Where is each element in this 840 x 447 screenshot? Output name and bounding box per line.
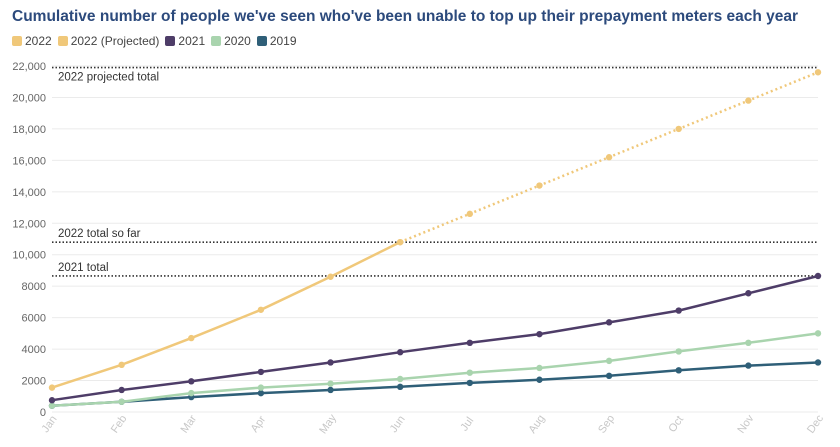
legend-swatch-2022-projected: [57, 36, 68, 46]
y-tick-label: 10,000: [12, 250, 46, 262]
series-line-2019: [51, 361, 819, 407]
y-tick-label: 8000: [22, 281, 46, 293]
y-tick-label: 12,000: [12, 218, 46, 230]
data-point: [675, 307, 682, 314]
data-point: [605, 357, 613, 365]
legend-item-2022-projected[interactable]: 2022 (Projected): [57, 34, 160, 48]
y-tick-label: 6000: [22, 313, 46, 325]
data-point: [118, 361, 125, 369]
data-point: [675, 367, 682, 374]
data-point: [745, 362, 752, 369]
data-point: [605, 372, 613, 380]
data-point: [396, 383, 404, 391]
legend-swatch-2021: [165, 36, 176, 46]
series-line-2020: [51, 332, 819, 407]
x-tick-label: Aug: [526, 413, 547, 436]
data-point: [466, 369, 474, 376]
data-point: [396, 238, 404, 246]
data-point: [396, 375, 404, 383]
data-point: [745, 339, 752, 346]
data-point: [675, 125, 682, 133]
data-point: [466, 210, 474, 218]
x-tick-label: Jun: [388, 414, 408, 435]
data-point: [257, 368, 265, 376]
legend-item-2019[interactable]: 2019: [256, 34, 297, 48]
x-tick-label: Dec: [805, 412, 826, 435]
reference-label: 2021 total: [58, 262, 109, 274]
legend-item-2020[interactable]: 2020: [211, 34, 251, 48]
legend-swatch-2022: [12, 36, 22, 46]
y-tick-label: 4000: [22, 344, 46, 356]
x-tick-label: May: [317, 412, 339, 436]
data-point: [536, 330, 543, 338]
legend-label-2020: 2020: [224, 34, 251, 48]
data-point: [536, 364, 543, 372]
x-tick-label: Oct: [666, 414, 686, 435]
data-point: [48, 402, 56, 409]
x-tick-label: Sep: [596, 413, 617, 436]
data-point: [814, 69, 822, 76]
y-tick-label: 14,000: [12, 187, 46, 199]
data-point: [605, 154, 613, 161]
series-line-2022: [51, 240, 401, 389]
data-point: [48, 384, 56, 391]
data-point: [188, 378, 195, 385]
data-point: [745, 290, 752, 297]
legend-item-2022[interactable]: 2022: [12, 34, 52, 48]
data-point: [396, 349, 404, 356]
x-tick-label: Nov: [735, 412, 756, 435]
y-tick-label: 16,000: [12, 155, 46, 167]
data-point: [257, 389, 265, 397]
data-point: [48, 397, 56, 404]
data-point: [466, 379, 474, 387]
data-point: [675, 348, 682, 355]
reference-label: 2022 total so far: [58, 228, 141, 240]
data-point: [118, 398, 125, 405]
legend-swatch-2019: [256, 36, 267, 46]
data-point: [466, 339, 474, 346]
data-point: [814, 330, 822, 337]
legend-label-2019: 2019: [269, 34, 297, 48]
series-line-2021: [51, 274, 819, 402]
data-point: [814, 272, 822, 280]
x-tick-label: Feb: [109, 413, 130, 435]
data-point: [327, 273, 334, 280]
legend-item-2021[interactable]: 2021: [165, 34, 205, 48]
data-point: [257, 306, 265, 313]
data-point: [745, 97, 752, 104]
y-tick-label: 18,000: [12, 124, 46, 136]
legend-swatch-2020: [211, 36, 222, 46]
legend: 2022 2022 (Projected) 2021 2020 2019: [12, 34, 297, 48]
x-tick-label: Mar: [178, 413, 199, 436]
data-point: [327, 359, 334, 366]
data-point: [257, 384, 265, 391]
x-tick-label: Apr: [249, 414, 269, 435]
legend-label-2021: 2021: [178, 34, 206, 48]
data-point: [327, 380, 334, 387]
y-tick-label: 20,000: [12, 92, 46, 104]
y-tick-label: 2000: [22, 376, 46, 388]
data-point: [327, 386, 334, 394]
y-tick-label: 0: [40, 407, 46, 419]
data-point: [536, 182, 543, 189]
data-point: [605, 319, 613, 326]
reference-label: 2022 projected total: [58, 72, 159, 84]
legend-label-2022-projected: 2022 (Projected): [70, 34, 160, 48]
data-point: [188, 334, 195, 342]
y-tick-label: 22,000: [12, 61, 46, 73]
chart-title: Cumulative number of people we've seen w…: [12, 8, 799, 25]
x-tick-label: Jul: [458, 415, 476, 433]
data-point: [118, 386, 125, 394]
data-point: [188, 389, 195, 397]
legend-label-2022: 2022: [25, 34, 52, 48]
data-point: [814, 359, 822, 366]
data-point: [536, 376, 543, 383]
